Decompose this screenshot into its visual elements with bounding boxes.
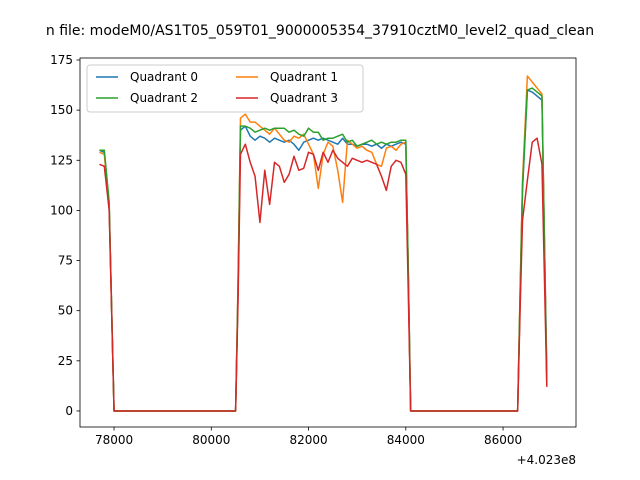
- series-line-quadrant-0: [99, 89, 548, 412]
- x-tick-label: 84000: [387, 433, 425, 447]
- legend-label: Quadrant 0: [130, 70, 198, 84]
- legend-label: Quadrant 2: [130, 91, 198, 105]
- y-tick-label: 50: [58, 304, 73, 318]
- axes-frame: [79, 57, 577, 428]
- legend-label: Quadrant 3: [270, 91, 338, 105]
- legend-label: Quadrant 1: [270, 70, 338, 84]
- axes: 78000 80000 82000 84000 86000 0 25 50 75 100 125 15…: [50, 53, 577, 467]
- x-offset-label: +4.023e8: [517, 453, 576, 467]
- x-tick-label: 82000: [289, 433, 327, 447]
- legend-box: [86, 64, 364, 113]
- series-line-quadrant-3: [99, 137, 548, 412]
- series-line-quadrant-1: [99, 75, 548, 412]
- y-tick-label: 175: [50, 53, 73, 67]
- x-tick-label: 86000: [484, 433, 522, 447]
- plot-area: [99, 75, 548, 412]
- y-tick-label: 150: [50, 103, 73, 117]
- y-tick-label: 100: [50, 203, 73, 217]
- legend: Quadrant 0 Quadrant 1 Quadrant 2 Quadrant 3: [86, 64, 364, 113]
- y-tick-label: 25: [58, 354, 73, 368]
- chart-title: n file: modeM0/AS1T05_059T01_9000005354_…: [46, 23, 594, 39]
- y-tick-label: 125: [50, 153, 73, 167]
- x-tick-label: 80000: [192, 433, 230, 447]
- y-tick-label: 75: [58, 254, 73, 268]
- x-tick-label: 78000: [95, 433, 133, 447]
- series-line-quadrant-2: [99, 87, 548, 412]
- y-tick-label: 0: [65, 404, 73, 418]
